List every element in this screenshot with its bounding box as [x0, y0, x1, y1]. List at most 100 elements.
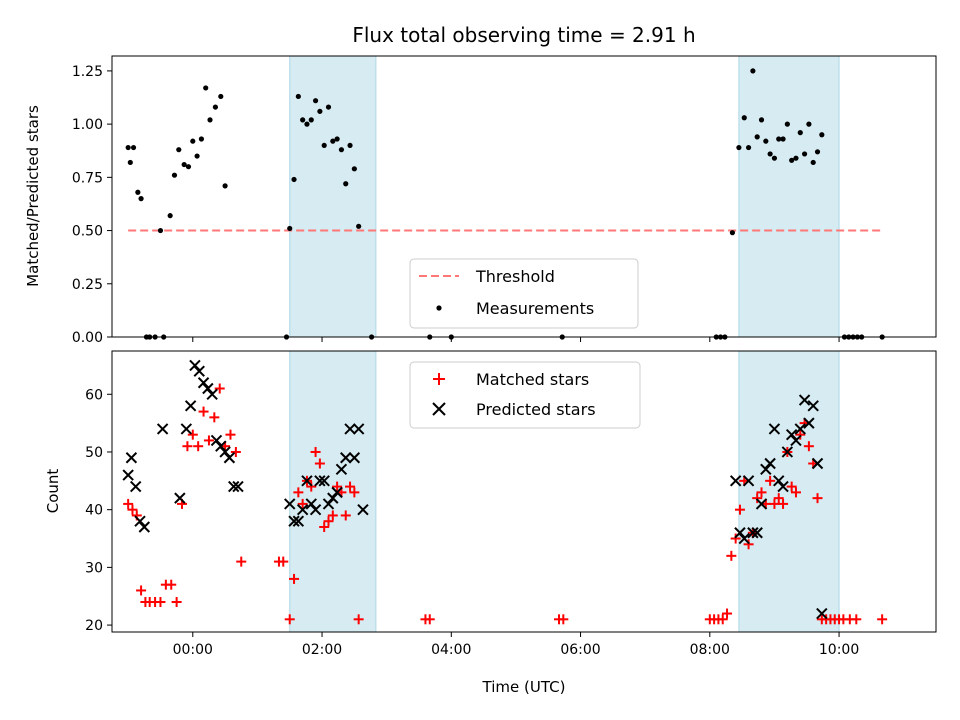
- count-matched-point: [353, 614, 364, 625]
- count-x-tick-label: 02:00: [302, 642, 342, 658]
- ratio-legend-box: [409, 258, 639, 329]
- ratio-measurement-point: [317, 108, 323, 114]
- count-x-tick-label: 00:00: [173, 642, 213, 658]
- ratio-axes-frame: [111, 55, 937, 338]
- ratio-measurement-point: [212, 104, 219, 110]
- count-matched-point: [293, 487, 304, 498]
- count-shaded-span-1: [738, 350, 840, 633]
- ratio-measurement-point: [758, 117, 765, 123]
- ratio-x-ticks: [192, 337, 840, 342]
- count-matched-point: [297, 498, 308, 509]
- count-matched-point: [193, 441, 204, 452]
- count-predicted-point: [314, 475, 326, 487]
- ratio-measurement-point: [321, 142, 327, 149]
- ratio-measurement-point: [754, 134, 760, 140]
- ratio-measurement-point: [287, 225, 293, 232]
- count-predicted-point: [335, 463, 348, 475]
- ratio-measurement-point: [330, 138, 336, 144]
- count-predicted-point: [816, 607, 828, 620]
- count-predicted-point: [785, 428, 798, 441]
- count-predicted-point: [751, 527, 763, 539]
- ratio-measurement-point: [784, 121, 790, 127]
- ratio-measurement-point: [295, 93, 301, 100]
- ratio-measurement-point: [356, 223, 362, 229]
- ratio-measurement-point: [793, 155, 799, 161]
- ratio-measurement-point: [797, 130, 803, 136]
- count-legend-box: [409, 361, 641, 429]
- count-matched-point: [127, 504, 138, 515]
- count-predicted-point: [197, 377, 210, 389]
- count-matched-point: [345, 481, 356, 492]
- count-matched-point: [349, 487, 360, 498]
- ratio-marks: [125, 68, 885, 340]
- count-predicted-point: [322, 498, 335, 510]
- count-matched-point: [812, 493, 823, 504]
- count-predicted-point: [798, 394, 811, 406]
- count-matched-point: [209, 412, 220, 423]
- legend-predicted-label: Predicted stars: [476, 400, 596, 419]
- legend-measurements-label: Measurements: [476, 299, 594, 318]
- count-y-tick-label: 20: [85, 618, 103, 634]
- count-matched-point: [327, 510, 338, 521]
- count-predicted-point: [125, 452, 138, 464]
- count-matched-point: [306, 481, 317, 492]
- ratio-measurement-point: [789, 157, 795, 163]
- ratio-measurement-point: [351, 166, 357, 172]
- ratio-measurement-point: [325, 104, 332, 110]
- count-matched-point: [236, 556, 247, 567]
- ratio-measurement-point: [736, 144, 742, 151]
- count-matched-point: [734, 504, 745, 515]
- ratio-measurement-point: [218, 93, 224, 100]
- count-predicted-point: [305, 498, 317, 510]
- ratio-measurement-point: [801, 151, 808, 157]
- count-predicted-point: [747, 527, 759, 539]
- count-predicted-point: [210, 434, 223, 447]
- count-matched-point: [136, 585, 147, 596]
- ratio-measurement-point: [745, 144, 752, 151]
- chart-title: Flux total observing time = 2.91 h: [352, 23, 695, 47]
- count-predicted-point: [301, 475, 313, 487]
- count-predicted-point: [174, 492, 186, 504]
- count-predicted-point: [288, 515, 300, 527]
- ratio-measurement-point: [819, 132, 825, 138]
- count-predicted-point: [790, 434, 802, 447]
- ratio-measurement-point: [767, 151, 773, 157]
- count-matched-point: [803, 441, 814, 452]
- count-predicted-point: [807, 400, 819, 412]
- ratio-measurement-point: [343, 181, 349, 187]
- count-matched-point: [166, 579, 177, 590]
- ratio-measurement-point: [167, 213, 173, 219]
- count-predicted-point: [760, 463, 772, 475]
- count-matched-point: [877, 614, 888, 625]
- ratio-panel: Flux total observing time = 2.91 h 0.000…: [24, 23, 937, 346]
- count-predicted-point: [138, 521, 151, 533]
- count-matched-point: [424, 614, 435, 625]
- ratio-measurement-point: [125, 144, 131, 151]
- ratio-measurement-point: [157, 227, 164, 234]
- count-matched-point: [187, 429, 198, 440]
- ratio-measurement-point: [185, 164, 192, 170]
- count-matched-point: [319, 521, 330, 532]
- ratio-y-ticks: 0.00 0.25 0.50 0.75 1.00 1.25: [72, 64, 112, 346]
- count-predicted-point: [309, 503, 322, 516]
- ratio-measurement-point: [308, 117, 314, 123]
- ratio-measurement-point: [222, 183, 228, 189]
- count-predicted-point: [327, 492, 339, 504]
- count-predicted-point: [232, 480, 244, 493]
- count-predicted-point: [344, 423, 356, 435]
- count-x-tick-label: 08:00: [690, 642, 730, 658]
- count-matched-point: [558, 614, 569, 625]
- ratio-measurement-point: [347, 142, 353, 149]
- ratio-measurement-point: [771, 155, 778, 161]
- count-shaded-span-0: [289, 350, 377, 633]
- count-matched-point: [182, 441, 193, 452]
- count-predicted-point: [228, 480, 240, 493]
- count-predicted-point: [768, 423, 781, 435]
- count-matched-point: [769, 498, 780, 509]
- count-matched-point: [230, 446, 241, 457]
- ratio-y-tick-label: 0.75: [72, 170, 103, 186]
- legend-matched-swatch: [433, 373, 445, 385]
- count-predicted-point: [202, 382, 214, 395]
- count-predicted-point: [156, 423, 169, 435]
- count-predicted-point: [781, 446, 794, 458]
